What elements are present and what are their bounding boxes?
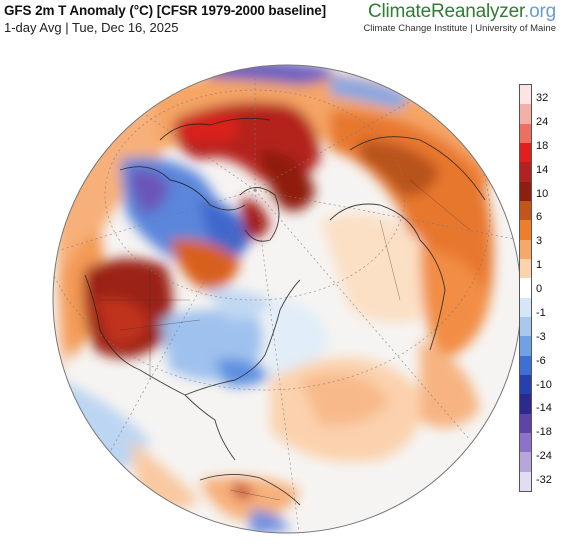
color-scale-segment: [520, 239, 531, 260]
brand-name: ClimateReanalyzer.org: [367, 1, 556, 22]
color-scale-label: -14: [536, 402, 552, 415]
color-scale-segment: [520, 278, 531, 299]
color-scale-segment: [520, 394, 531, 415]
color-scale-segment: [520, 317, 531, 337]
color-scale-segment: [520, 220, 531, 241]
color-scale-label: 18: [536, 139, 549, 152]
color-scale-segment: [520, 413, 531, 434]
color-scale-label: 10: [536, 187, 549, 200]
color-scale-label: -6: [536, 354, 546, 367]
color-scale-segment: [520, 452, 531, 473]
brand-logo[interactable]: ClimateReanalyzer.org Climate Change Ins…: [363, 1, 556, 34]
color-scale-label: -18: [536, 426, 552, 439]
color-scale-label: 32: [536, 92, 549, 104]
color-scale-label: 1: [536, 259, 543, 272]
color-scale-segment: [520, 375, 531, 395]
color-scale-bar: [519, 84, 532, 492]
color-scale-label: -1: [536, 306, 546, 319]
color-scale-label: 24: [536, 115, 549, 128]
color-scale-segment: [520, 336, 531, 357]
color-scale-segment: [520, 181, 531, 202]
color-scale-segment: [520, 259, 531, 279]
color-scale-segment: [520, 85, 531, 105]
color-scale-segment: [520, 355, 531, 376]
color-scale-label: 3: [536, 235, 543, 248]
color-scale-segment: [520, 104, 531, 125]
map-title: GFS 2m T Anomaly (°C) [CFSR 1979-2000 ba…: [4, 3, 327, 18]
color-scale-segment: [520, 201, 531, 221]
color-scale-segment: [520, 433, 531, 453]
color-scale-label: 14: [536, 163, 549, 176]
color-scale-label: -10: [536, 378, 552, 391]
color-scale-label: -24: [536, 450, 552, 463]
color-scale-label: 6: [536, 211, 543, 224]
color-scale-label: -3: [536, 330, 546, 343]
color-scale-segment: [520, 471, 531, 492]
color-scale-segment: [520, 123, 531, 144]
color-scale-segment: [520, 297, 531, 318]
color-scale-segment: [520, 162, 531, 183]
brand-affiliation: Climate Change Institute | University of…: [363, 23, 556, 34]
color-scale-label: -32: [536, 474, 552, 486]
color-scale-label: 0: [536, 283, 543, 295]
color-scale-segment: [520, 143, 531, 163]
map-subtitle: 1-day Avg | Tue, Dec 16, 2025: [4, 20, 179, 35]
